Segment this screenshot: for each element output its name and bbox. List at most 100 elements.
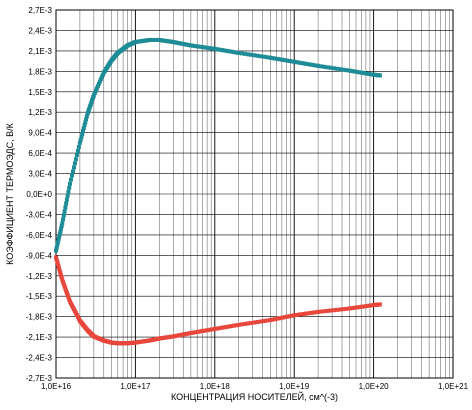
data-point (344, 306, 349, 311)
data-point (219, 48, 224, 53)
data-point (224, 48, 229, 53)
x-tick-label: 1,0E+19 (279, 382, 310, 391)
y-tick-label: 9,0E-4 (28, 129, 52, 138)
data-point (352, 305, 357, 310)
data-point (362, 304, 367, 309)
data-point (78, 137, 83, 142)
data-point (234, 323, 239, 328)
data-point (369, 303, 374, 308)
data-point (94, 86, 99, 91)
data-point (357, 305, 362, 310)
data-point (275, 56, 280, 61)
data-point (347, 68, 352, 73)
data-point (331, 66, 336, 71)
data-point (319, 309, 324, 314)
data-point (325, 65, 330, 70)
data-point (366, 303, 371, 308)
data-point (55, 240, 60, 245)
data-point (304, 61, 309, 66)
data-point (193, 44, 198, 49)
data-point (68, 177, 73, 182)
data-point (82, 123, 87, 128)
data-point (59, 224, 64, 229)
data-point (93, 88, 98, 93)
data-point (205, 45, 210, 50)
data-point (294, 312, 299, 317)
y-tick-label: -9,0E-4 (26, 251, 53, 260)
y-tick-label: -1,2E-3 (26, 272, 53, 281)
data-point (249, 320, 254, 325)
data-point (59, 226, 64, 231)
data-point (277, 316, 282, 321)
data-point (306, 311, 311, 316)
data-point (198, 329, 203, 334)
data-point (222, 48, 227, 53)
data-point (66, 295, 71, 300)
data-point (246, 52, 251, 57)
data-point (231, 50, 236, 55)
data-point (212, 326, 217, 331)
data-point (294, 60, 299, 65)
data-point (81, 126, 86, 131)
data-point (59, 273, 64, 278)
data-point (352, 69, 357, 74)
plot-frame (55, 9, 454, 379)
data-point (270, 56, 275, 61)
data-point (67, 181, 72, 186)
data-point (227, 49, 232, 54)
data-point (63, 286, 68, 291)
data-point (61, 217, 66, 222)
data-point (57, 232, 62, 237)
data-point (55, 259, 60, 264)
data-point (196, 44, 201, 49)
data-point (359, 70, 364, 75)
y-tick-label: -6,0E-4 (26, 231, 53, 240)
data-point (338, 307, 343, 312)
data-point (270, 317, 275, 322)
data-point (292, 59, 297, 64)
data-point (328, 308, 333, 313)
y-tick-label: 1,2E-3 (28, 108, 52, 117)
y-tick-labels: 2,7E-3 2,4E-3 2,1E-3 1,8E-3 1,5E-3 1,2E-3 9,0E… (26, 6, 53, 383)
grid (55, 9, 453, 379)
series-1 (54, 37, 382, 253)
data-point (227, 324, 232, 329)
data-point (60, 277, 65, 282)
data-point (280, 57, 285, 62)
data-point (308, 62, 313, 67)
data-point (55, 262, 60, 267)
data-point (217, 326, 222, 331)
data-point (364, 304, 369, 309)
data-point (65, 193, 70, 198)
data-point (357, 70, 362, 75)
data-point (325, 308, 330, 313)
data-point (268, 318, 273, 323)
data-point (243, 321, 248, 326)
data-point (289, 313, 294, 318)
data-point (316, 309, 321, 314)
data-point (236, 50, 241, 55)
data-point (56, 237, 61, 242)
data-point (200, 45, 205, 50)
data-point (265, 55, 270, 60)
data-point (306, 62, 311, 67)
data-point (64, 288, 69, 293)
data-point (99, 75, 104, 80)
data-point (73, 157, 78, 162)
y-tick-label: -1,5E-3 (26, 292, 53, 301)
data-point (285, 314, 290, 319)
data-point (64, 290, 69, 295)
data-point (83, 120, 88, 125)
data-point (313, 310, 318, 315)
series-group (54, 37, 382, 346)
x-tick-label: 1,0E+20 (359, 382, 390, 391)
y-tick-label: 2,4E-3 (28, 26, 52, 35)
data-point (277, 57, 282, 62)
data-point (54, 248, 58, 253)
y-axis-title: КОЭФФИЦИЕНТ ТЕРМОЭДС, В/К (5, 122, 15, 265)
data-point (100, 72, 105, 77)
x-tick-labels: 1,0E+16 1,0E+17 1,0E+18 1,0E+19 1,0E+20 1,0E+… (41, 382, 469, 391)
data-point (301, 61, 306, 66)
data-point (193, 330, 198, 335)
